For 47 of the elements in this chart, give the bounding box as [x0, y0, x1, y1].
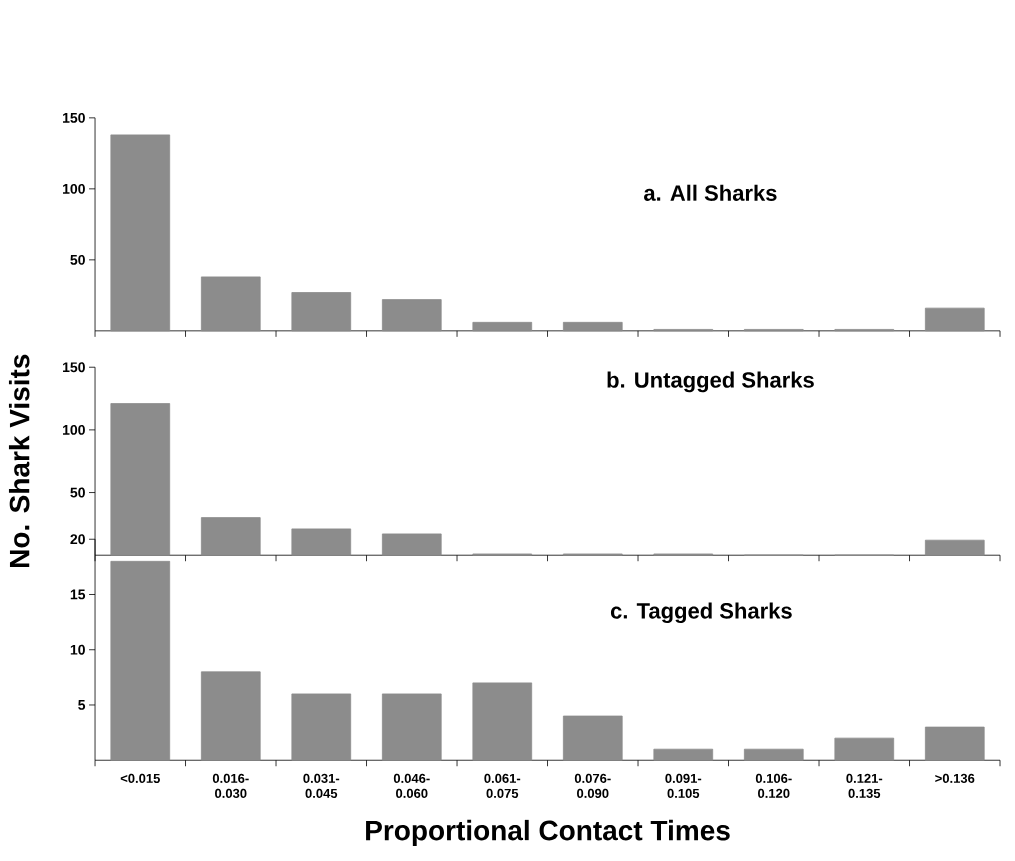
x-tick-label: 0.091- 0.105 — [665, 773, 702, 798]
y-tick-label: 10 — [70, 644, 85, 655]
y-tick-label: 100 — [63, 183, 85, 194]
y-tick-label: 100 — [63, 424, 85, 435]
bar — [200, 517, 261, 556]
bar — [653, 748, 714, 761]
x-tick-label: >0.136 — [935, 773, 975, 783]
text: c. Tagged Sharks — [610, 602, 792, 624]
y-tick-label: 150 — [63, 362, 85, 373]
bar — [924, 726, 985, 761]
x-tick-label: 0.046- 0.060 — [393, 773, 430, 798]
bar — [200, 276, 261, 332]
bar — [291, 292, 352, 332]
text: a. All Sharks — [644, 184, 777, 201]
y-tick-label: 50 — [70, 254, 85, 265]
x-tick-label: 0.121- 0.135 — [846, 773, 883, 798]
bar — [381, 533, 442, 556]
y-tick-label: 50 — [70, 487, 85, 498]
bar — [291, 528, 352, 556]
bar — [562, 715, 623, 761]
x-axis-title: Proportional Contact Times — [366, 819, 730, 846]
y-axis-title: No. Shark Visits — [8, 354, 30, 567]
bar — [472, 321, 533, 332]
bar — [381, 693, 442, 761]
x-tick-label: <0.015 — [120, 773, 160, 783]
bar — [834, 737, 895, 761]
bar — [743, 748, 804, 761]
bar — [562, 321, 623, 332]
bar — [110, 403, 171, 556]
y-tick-label: 20 — [70, 534, 85, 545]
bar — [472, 682, 533, 761]
y-tick-label: 150 — [63, 112, 85, 123]
bar — [200, 671, 261, 761]
x-tick-label: 0.106- 0.120 — [755, 773, 792, 798]
x-tick-label: 0.076- 0.090 — [574, 773, 611, 798]
x-tick-label: 0.061- 0.075 — [484, 773, 521, 798]
bar — [924, 539, 985, 556]
y-tick-label: 15 — [70, 589, 86, 600]
y-tick-label: 5 — [78, 700, 86, 710]
chart-title: b. Untagged Sharks — [607, 371, 814, 393]
bar — [291, 693, 352, 761]
x-tick-label: 0.031- 0.045 — [303, 773, 340, 798]
x-tick-label: 0.016- 0.030 — [212, 773, 249, 798]
bar — [924, 307, 985, 332]
bar — [110, 134, 171, 332]
bar — [110, 560, 171, 761]
bar — [381, 299, 442, 332]
